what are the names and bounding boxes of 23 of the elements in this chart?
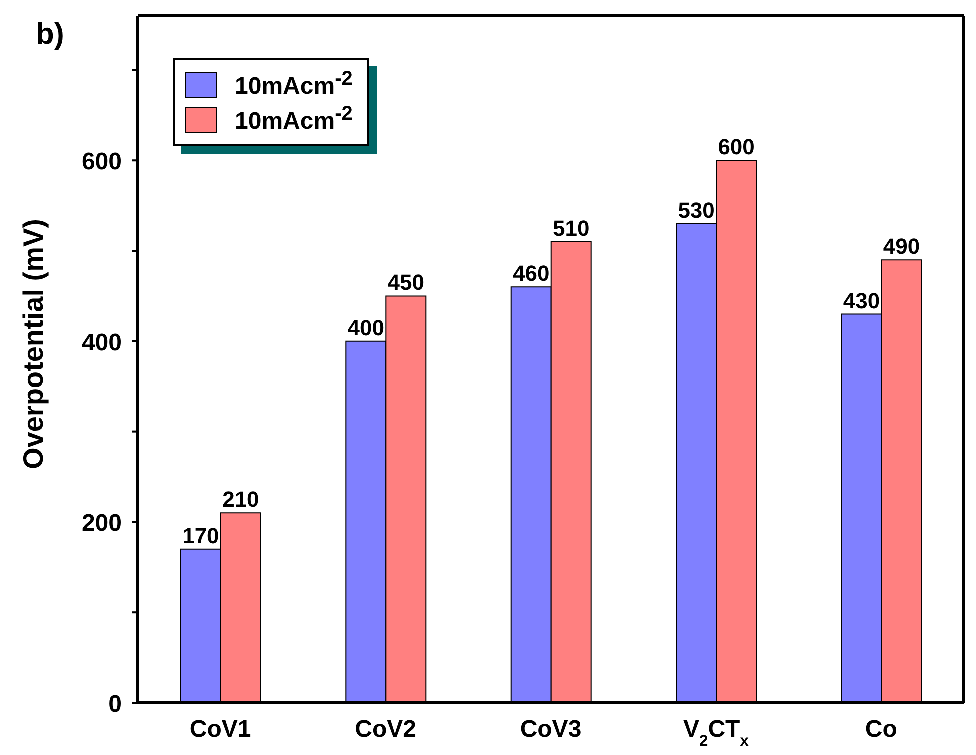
y-tick-label: 0	[108, 691, 122, 718]
data-label: 460	[512, 261, 550, 286]
data-label: 400	[348, 315, 385, 340]
x-tick-label: V$_{2}$CT$_{x}$	[684, 716, 750, 750]
data-label: 530	[678, 198, 715, 223]
data-label: 450	[388, 270, 425, 296]
x-tick-label: CoV3	[520, 716, 582, 743]
x-tick-label: CoV2	[355, 716, 416, 743]
y-tick-label: 600	[82, 148, 122, 176]
data-label: 170	[182, 523, 220, 548]
data-label: 490	[883, 234, 920, 260]
y-axis-title: Overpotential (mV)	[18, 219, 49, 470]
x-tick-label: CoV1	[190, 716, 252, 743]
data-label: 210	[222, 487, 260, 512]
x-tick-label: Co	[865, 716, 898, 743]
text: b)	[36, 18, 64, 52]
legend-label: 10mAcm$^{-2}$	[235, 103, 353, 136]
y-tick-label: 400	[82, 329, 122, 356]
data-label: 510	[552, 216, 590, 241]
data-label: 600	[718, 134, 755, 160]
legend-label: 10mAcm$^{-2}$	[235, 68, 353, 101]
y-tick-label: 200	[82, 510, 122, 538]
data-label: 430	[843, 288, 880, 314]
